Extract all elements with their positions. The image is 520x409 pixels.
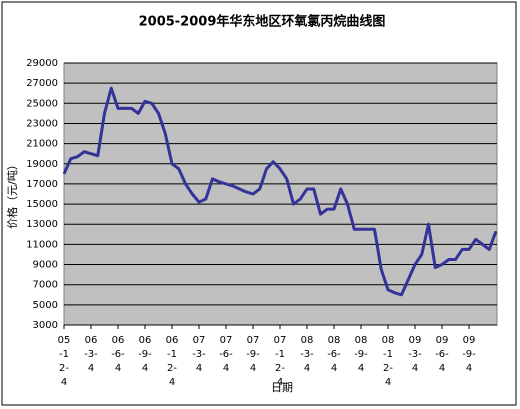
y-tick-label: 21000 <box>26 139 58 150</box>
plot-area <box>63 62 498 326</box>
x-tick-label: 06-3-4 <box>84 335 98 374</box>
y-tick-label: 17000 <box>26 179 58 190</box>
x-tick-label: 09-6-4 <box>435 335 449 374</box>
x-tick-label: 09-3-4 <box>408 335 422 374</box>
x-tick-label: 09-9-4 <box>462 335 476 374</box>
y-tick-label: 15000 <box>26 199 58 210</box>
x-tick-label: 08-12-4 <box>381 335 395 388</box>
x-tick-label: 07-3-4 <box>192 335 206 374</box>
y-tick-label: 19000 <box>26 159 58 170</box>
x-tick-label: 05-12-4 <box>57 335 71 388</box>
y-tick-label: 13000 <box>26 219 58 230</box>
y-tick-label: 9000 <box>33 260 58 271</box>
y-tick-label: 5000 <box>33 300 58 311</box>
y-tick-label: 25000 <box>26 98 58 109</box>
x-tick-label: 06-9-4 <box>138 335 152 374</box>
x-tick-label: 07-6-4 <box>219 335 233 374</box>
chart-title: 2005-2009年华东地区环氧氯丙烷曲线图 <box>139 14 386 30</box>
data-line <box>62 86 498 297</box>
x-tick-label: 08-3-4 <box>300 335 314 374</box>
x-axis-label: 日期 <box>271 381 293 394</box>
x-tick-label: 07-12-4 <box>273 335 287 388</box>
x-tick-label: 06-6-4 <box>111 335 125 374</box>
y-tick-label: 27000 <box>26 78 58 89</box>
y-tick-label: 23000 <box>26 118 58 129</box>
x-tick-label: 08-9-4 <box>354 335 368 374</box>
y-tick-label: 11000 <box>26 239 58 250</box>
y-tick-label: 3000 <box>33 320 58 331</box>
x-tick-label: 07-9-4 <box>246 335 260 374</box>
y-tick-label: 29000 <box>26 58 58 69</box>
x-tick-label: 08-6-4 <box>327 335 341 374</box>
y-tick-label: 7000 <box>33 280 58 291</box>
y-axis-label: 价格（元/吨） <box>5 159 19 229</box>
x-tick-label: 06-12-4 <box>165 335 179 388</box>
